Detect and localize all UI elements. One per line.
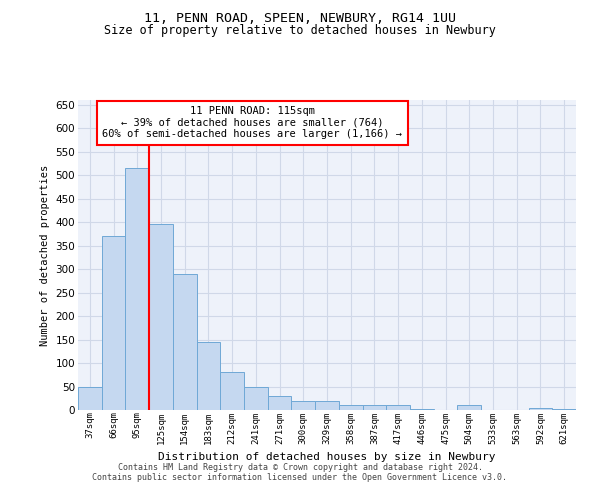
Bar (315, 400, 339, 410)
Bar (362, 406, 386, 410)
Bar (339, 406, 362, 410)
Text: Contains HM Land Registry data © Crown copyright and database right 2024.: Contains HM Land Registry data © Crown c… (118, 464, 482, 472)
Y-axis label: Number of detached properties: Number of detached properties (40, 164, 50, 346)
Text: 11, PENN ROAD, SPEEN, NEWBURY, RG14 1UU: 11, PENN ROAD, SPEEN, NEWBURY, RG14 1UU (144, 12, 456, 26)
Bar (102, 236, 125, 410)
Bar (149, 224, 173, 410)
Bar (173, 274, 197, 410)
Bar (197, 342, 220, 410)
Bar (529, 408, 552, 410)
Bar (292, 400, 315, 410)
Bar (220, 372, 244, 410)
Bar (410, 408, 434, 410)
Bar (386, 406, 410, 410)
Bar (125, 168, 149, 410)
Text: Size of property relative to detached houses in Newbury: Size of property relative to detached ho… (104, 24, 496, 37)
Bar (457, 406, 481, 410)
Bar (268, 396, 292, 410)
Text: 11 PENN ROAD: 115sqm
← 39% of detached houses are smaller (764)
60% of semi-deta: 11 PENN ROAD: 115sqm ← 39% of detached h… (102, 106, 402, 140)
Text: Contains public sector information licensed under the Open Government Licence v3: Contains public sector information licen… (92, 474, 508, 482)
Bar (552, 408, 576, 410)
Bar (244, 386, 268, 410)
X-axis label: Distribution of detached houses by size in Newbury: Distribution of detached houses by size … (158, 452, 496, 462)
Bar (78, 386, 102, 410)
